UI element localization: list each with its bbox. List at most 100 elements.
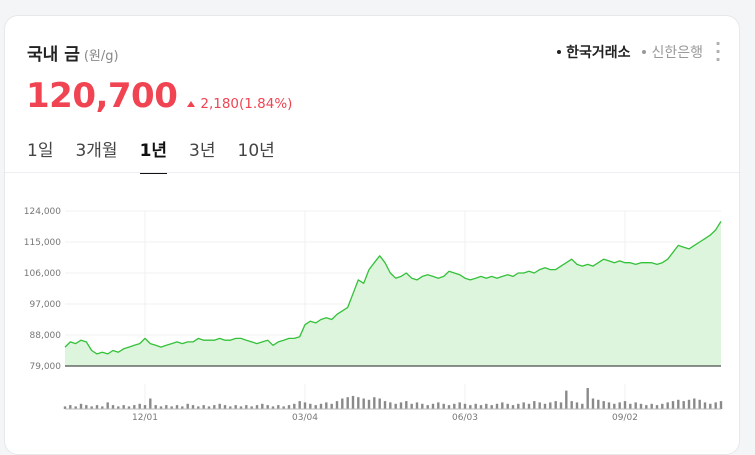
volume-bar bbox=[671, 401, 675, 409]
volume-bar bbox=[655, 405, 659, 409]
price-line bbox=[64, 220, 722, 355]
price-area bbox=[65, 221, 721, 366]
volume-bar bbox=[415, 402, 419, 409]
volume-bar bbox=[293, 403, 296, 410]
volume-bar bbox=[341, 398, 344, 409]
volume-bar bbox=[165, 405, 168, 409]
volume-bar bbox=[559, 402, 563, 409]
volume-bar bbox=[554, 401, 557, 409]
change-amount: 2,180 bbox=[200, 96, 240, 112]
volume-bar bbox=[229, 406, 232, 409]
volume-bar bbox=[677, 399, 680, 409]
volume-bar bbox=[693, 398, 696, 409]
volume-bar bbox=[474, 403, 477, 410]
volume-bar bbox=[597, 399, 600, 409]
volume-bar bbox=[277, 405, 280, 409]
volume-bar bbox=[309, 403, 312, 410]
volume-bar bbox=[645, 405, 648, 409]
volume-bar bbox=[394, 403, 397, 410]
volume-bar bbox=[106, 402, 109, 409]
x-tick-label: 12/01 bbox=[132, 413, 158, 423]
change-percent: (1.84%) bbox=[239, 96, 293, 112]
y-tick-label: 115,000 bbox=[24, 238, 61, 248]
tab-1d[interactable]: 1일 bbox=[27, 141, 54, 161]
volume-bar bbox=[218, 403, 221, 410]
volume-bar bbox=[666, 402, 669, 409]
source-krx[interactable]: 한국거래소 bbox=[557, 42, 630, 62]
tab-10y[interactable]: 10년 bbox=[237, 141, 275, 161]
volume-bar bbox=[191, 405, 195, 409]
tab-1y[interactable]: 1년 bbox=[139, 136, 168, 174]
volume-bar bbox=[159, 406, 163, 409]
volume-bar bbox=[591, 398, 595, 409]
volume-bar bbox=[421, 403, 424, 410]
volume-bar bbox=[442, 403, 445, 410]
volume-bar bbox=[213, 405, 216, 409]
volume-bar bbox=[538, 402, 541, 409]
volume-bar bbox=[714, 402, 717, 409]
volume-bar bbox=[703, 402, 707, 409]
unit-label: (원/g) bbox=[83, 49, 119, 64]
volume-bar bbox=[463, 403, 467, 410]
volume-bar bbox=[303, 402, 307, 409]
volume-bar bbox=[287, 405, 291, 409]
volume-bar bbox=[698, 399, 701, 409]
gold-price-card: 국내 금 (원/g) 한국거래소 신한은행 · · · 120,700 2,180 (… bbox=[4, 15, 740, 455]
volume-bar bbox=[138, 403, 141, 410]
volume-bar bbox=[458, 402, 461, 409]
volume-bar bbox=[202, 405, 205, 409]
source-shinhan[interactable]: 신한은행 bbox=[642, 42, 703, 62]
y-tick-label: 79,000 bbox=[30, 362, 62, 372]
tabs-divider bbox=[5, 172, 739, 173]
volume-bar bbox=[426, 405, 429, 409]
volume-bar bbox=[575, 402, 579, 409]
volume-bar bbox=[170, 406, 173, 409]
up-arrow-icon bbox=[187, 101, 196, 107]
source-selector: 한국거래소 신한은행 · · · bbox=[557, 34, 722, 69]
volume-bar bbox=[549, 402, 552, 409]
more-options-icon[interactable]: · · · bbox=[715, 34, 722, 69]
card-title: 국내 금 (원/g) bbox=[27, 40, 119, 65]
volume-bar bbox=[85, 405, 88, 409]
tab-3y[interactable]: 3년 bbox=[189, 141, 216, 161]
volume-bar bbox=[351, 395, 355, 409]
volume-bar bbox=[111, 405, 115, 409]
volume-bar bbox=[127, 406, 131, 409]
volume-bar bbox=[282, 406, 285, 409]
volume-bar bbox=[586, 388, 589, 409]
volume-bar bbox=[117, 406, 120, 409]
volume-bar bbox=[239, 406, 243, 409]
volume-bar bbox=[570, 401, 573, 409]
volume-bar bbox=[298, 401, 301, 409]
volume-bar bbox=[255, 405, 259, 409]
volume-bar bbox=[613, 403, 616, 410]
volume-bar bbox=[602, 401, 605, 409]
tab-3m[interactable]: 3개월 bbox=[75, 141, 118, 161]
volume-bar bbox=[565, 390, 568, 409]
volume-bar bbox=[362, 398, 365, 409]
y-tick-label: 88,000 bbox=[30, 331, 62, 341]
volume-bar bbox=[373, 397, 376, 409]
volume-bar bbox=[367, 399, 371, 409]
volume-bar bbox=[357, 397, 360, 409]
volume-bar bbox=[181, 406, 184, 409]
price-chart[interactable]: 124,000 115,000 106,000 97,000 88,000 79,000 1… bbox=[5, 16, 741, 436]
volume-bar bbox=[522, 402, 525, 409]
volume-bar bbox=[437, 402, 440, 409]
y-tick-label: 124,000 bbox=[24, 207, 61, 217]
volume-bar bbox=[506, 403, 509, 410]
volume-bar bbox=[154, 405, 157, 409]
volume-bar bbox=[175, 405, 179, 409]
y-tick-label: 106,000 bbox=[24, 269, 61, 279]
volume-bar bbox=[709, 403, 712, 410]
volume-bar bbox=[639, 403, 643, 410]
volume-bar bbox=[517, 403, 520, 410]
volume-bar bbox=[383, 401, 387, 409]
volume-bar bbox=[74, 406, 77, 409]
quote-row: 120,700 2,180 (1.84%) bbox=[26, 76, 292, 116]
volume-bar bbox=[325, 402, 328, 409]
volume-bar bbox=[469, 405, 472, 409]
volume-bar bbox=[618, 402, 621, 409]
volume-bar bbox=[485, 403, 488, 410]
source-shinhan-label: 신한은행 bbox=[651, 45, 703, 61]
